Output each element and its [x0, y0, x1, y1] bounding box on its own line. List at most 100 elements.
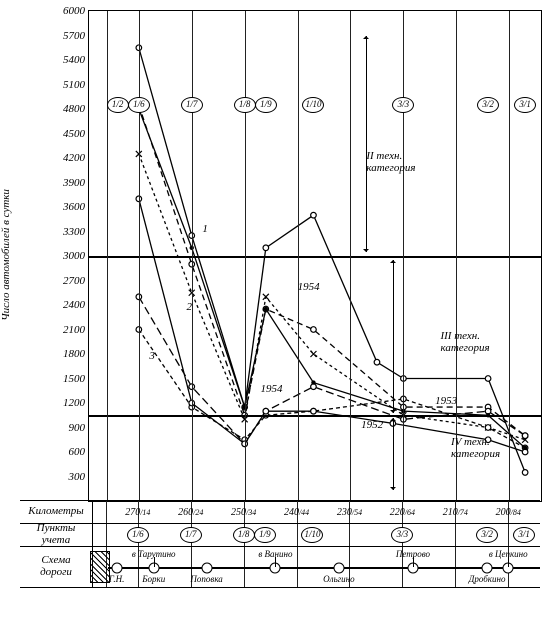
road-node: [333, 563, 344, 574]
km-cell: 240/44: [284, 501, 309, 523]
range-arrow: [393, 418, 394, 491]
category-label: IV техн.категория: [451, 436, 500, 460]
marker-circle: 1/7: [180, 527, 202, 543]
series-label: 1953: [435, 395, 457, 407]
marker-circle: 3/2: [477, 97, 499, 113]
marker-circle-icon: [311, 408, 317, 414]
marker-circle: 3/3: [392, 97, 414, 113]
road-label: Поповка: [190, 574, 222, 584]
grid-vline: [509, 11, 510, 501]
marker-circle: 1/6: [128, 97, 150, 113]
grid-vline: [403, 11, 404, 501]
marker-circle: 1/8: [234, 97, 256, 113]
marker-x-icon: [310, 351, 316, 357]
marker-circle: 1/8: [233, 527, 255, 543]
y-tick: 1800: [63, 348, 89, 360]
y-tick: 4800: [63, 103, 89, 115]
grid-vline: [456, 11, 457, 501]
category-label: II техн.категория: [366, 150, 415, 174]
series-label: 1952: [361, 419, 383, 431]
bottom-table: Километры 270/14 260/24 250/34 240/44 230/54 2…: [20, 500, 540, 588]
range-arrow: [366, 36, 367, 252]
y-tick: 6000: [63, 5, 89, 17]
road-label: Дробкино: [469, 574, 506, 584]
marker-circle-icon: [374, 359, 380, 365]
grid-vline: [192, 11, 193, 501]
y-tick: 3900: [63, 177, 89, 189]
road-node: [111, 563, 122, 574]
y-tick: 4200: [63, 152, 89, 164]
row-km: Километры 270/14 260/24 250/34 240/44 230/54 2…: [20, 501, 540, 524]
marker-circle-icon: [485, 376, 491, 382]
series-label: 1: [202, 223, 208, 235]
marker-circle-icon: [485, 425, 491, 431]
row-header: Схемадороги: [20, 547, 93, 587]
y-tick: 5400: [63, 54, 89, 66]
y-tick: 3300: [63, 226, 89, 238]
row-points: Пунктыучета 1/6 1/7 1/81/9 1/10 3/3 3/2 3/1: [20, 524, 540, 547]
series-label: 1954: [261, 383, 283, 395]
km-cell: 270/14: [125, 501, 150, 523]
grid-vline: [245, 11, 246, 501]
km-cell: 230/54: [337, 501, 362, 523]
series-line-2: [139, 105, 525, 436]
y-tick: 3600: [63, 201, 89, 213]
y-tick: 900: [69, 422, 90, 434]
category-label: III техн.категория: [440, 330, 489, 354]
row-header: Пунктыучета: [20, 524, 93, 546]
marker-circle: 1/10: [301, 527, 323, 543]
km-cell: 250/34: [231, 501, 256, 523]
marker-circle-icon: [263, 245, 269, 251]
grid-vline: [139, 11, 140, 501]
marker-circle: 1/9: [254, 527, 276, 543]
row-header: Километры: [20, 501, 93, 523]
marker-circle: 1/6: [127, 527, 149, 543]
marker-circle-icon: [263, 408, 269, 414]
marker-circle: 1/9: [255, 97, 277, 113]
y-tick: 600: [69, 446, 90, 458]
km-cell: 200/84: [496, 501, 521, 523]
y-tick: 300: [69, 471, 90, 483]
marker-circle-icon: [522, 470, 528, 476]
y-axis-label: Число автомобилей в сутки: [0, 189, 12, 321]
y-tick: 3000: [63, 250, 89, 262]
y-tick: 5700: [63, 30, 89, 42]
hatch-icon: [90, 551, 110, 583]
road-node: [482, 563, 493, 574]
series-line-1954a: [139, 297, 525, 444]
marker-dot-icon: [264, 307, 268, 311]
marker-circle-icon: [522, 433, 528, 439]
y-tick: 1200: [63, 397, 89, 409]
marker-circle-icon: [311, 212, 317, 218]
marker-dot-icon: [523, 446, 527, 450]
grid-vline: [298, 11, 299, 501]
y-tick: 2400: [63, 299, 89, 311]
road-label: Ольгино: [323, 574, 355, 584]
km-cell: 260/24: [178, 501, 203, 523]
marker-circle: 3/1: [514, 97, 536, 113]
road-label: Г.Н.: [109, 574, 124, 584]
marker-dot-icon: [311, 380, 315, 384]
grid-vline: [350, 11, 351, 501]
y-tick: 5100: [63, 79, 89, 91]
y-tick: 2100: [63, 324, 89, 336]
road-label: Борки: [142, 574, 165, 584]
grid-vline: [107, 11, 108, 501]
km-cell: 210/74: [443, 501, 468, 523]
marker-circle: 3/3: [391, 527, 413, 543]
threshold-line: [89, 415, 541, 417]
y-tick: 1500: [63, 373, 89, 385]
marker-circle: 1/7: [181, 97, 203, 113]
threshold-line: [89, 256, 541, 258]
row-scheme: СхемадорогиГ.Н.в ТарутиноБоркиПоповкав В…: [20, 547, 540, 588]
series-label: 2: [186, 301, 192, 313]
series-label: 1954: [298, 281, 320, 293]
marker-circle: 1/10: [302, 97, 324, 113]
y-tick: 2700: [63, 275, 89, 287]
marker-circle: 3/2: [476, 527, 498, 543]
road-node: [201, 563, 212, 574]
marker-circle: 1/2: [107, 97, 129, 113]
y-tick: 4500: [63, 128, 89, 140]
marker-circle-icon: [311, 327, 317, 333]
marker-circle: 3/1: [513, 527, 535, 543]
